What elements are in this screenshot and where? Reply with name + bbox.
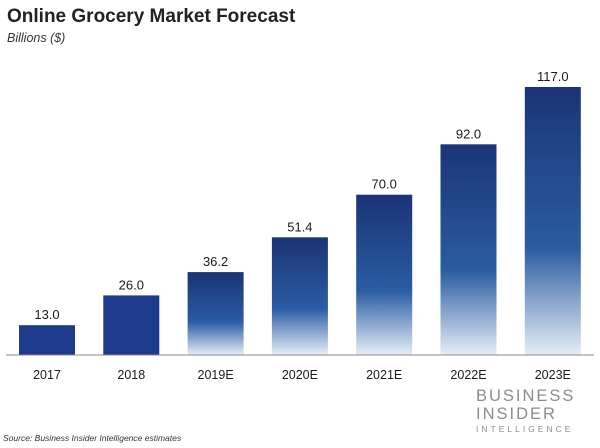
- bar-2022E: [440, 144, 497, 355]
- chart-title: Online Grocery Market Forecast: [7, 6, 296, 27]
- x-tick-label-2023E: 2023E: [535, 368, 571, 382]
- x-tick-label-2017: 2017: [33, 368, 61, 382]
- bar-2018: [103, 295, 160, 355]
- x-tick-label-2019E: 2019E: [198, 368, 234, 382]
- bar-2023E: [524, 87, 581, 355]
- x-tick-labels-layer: 2017 2018 2019E 2020E 2021E 2022E 2023E: [33, 368, 571, 382]
- bar-2020E: [271, 237, 328, 355]
- x-tick-label-2022E: 2022E: [450, 368, 486, 382]
- brand-line-insider: INSIDER: [476, 404, 557, 423]
- brand-line-business: BUSINESS: [476, 387, 576, 405]
- data-label-2022E: 92.0: [456, 126, 481, 141]
- data-label-2018: 26.0: [119, 277, 144, 292]
- x-tick-label-2021E: 2021E: [366, 368, 402, 382]
- data-label-2021E: 70.0: [372, 177, 397, 192]
- data-labels-layer: 13.0 26.0 36.2 51.4 70.0 92.0 117.0: [34, 69, 568, 322]
- data-label-2023E: 117.0: [537, 69, 569, 84]
- x-tick-label-2018: 2018: [117, 368, 145, 382]
- bar-2021E: [356, 194, 413, 355]
- brand-line-intelligence: INTELLIGENCE: [476, 424, 574, 434]
- chart-subtitle: Billions ($): [7, 31, 66, 45]
- bars-layer: [19, 87, 581, 355]
- brand-logo: BUSINESS INSIDER INTELLIGENCE: [476, 388, 586, 434]
- bar-2019E: [187, 272, 244, 355]
- data-label-2019E: 36.2: [203, 254, 228, 269]
- data-label-2017: 13.0: [34, 307, 59, 322]
- bar-2017: [19, 325, 75, 355]
- source-note: Source: Business Insider Intelligence es…: [3, 433, 182, 443]
- data-label-2020E: 51.4: [287, 219, 312, 234]
- x-tick-label-2020E: 2020E: [282, 368, 318, 382]
